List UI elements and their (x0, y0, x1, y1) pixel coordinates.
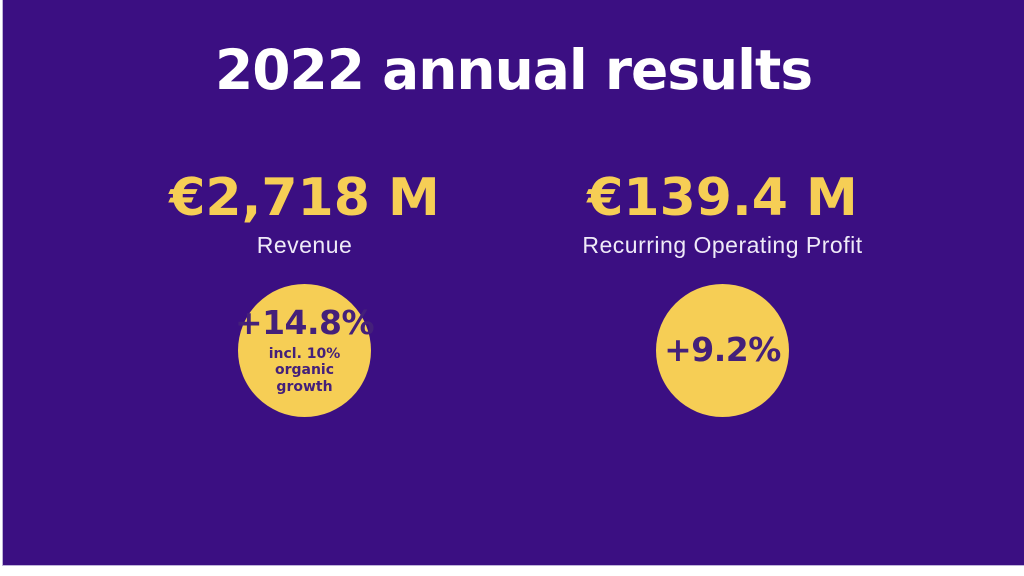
revenue-value: €2,718 M (169, 167, 440, 228)
operating-profit-growth-value: +9.2% (664, 330, 781, 370)
operating-profit-growth-badge: +9.2% (656, 284, 789, 418)
slide-title: 2022 annual results (214, 38, 813, 102)
operating-profit-label: Recurring Operating Profit (582, 231, 863, 258)
metric-column-revenue: €2,718 M Revenue +14.8% incl. 10% organi… (96, 167, 514, 418)
revenue-growth-badge: +14.8% incl. 10% organic growth (234, 284, 375, 418)
revenue-label: Revenue (256, 231, 353, 258)
revenue-growth-value: +14.8% (234, 302, 375, 342)
metrics-row: €2,718 M Revenue +14.8% incl. 10% organi… (96, 167, 932, 418)
operating-profit-value: €139.4 M (587, 167, 858, 228)
metric-column-operating-profit: €139.4 M Recurring Operating Profit +9.2… (514, 167, 932, 418)
revenue-growth-note: incl. 10% organic growth (268, 345, 341, 395)
